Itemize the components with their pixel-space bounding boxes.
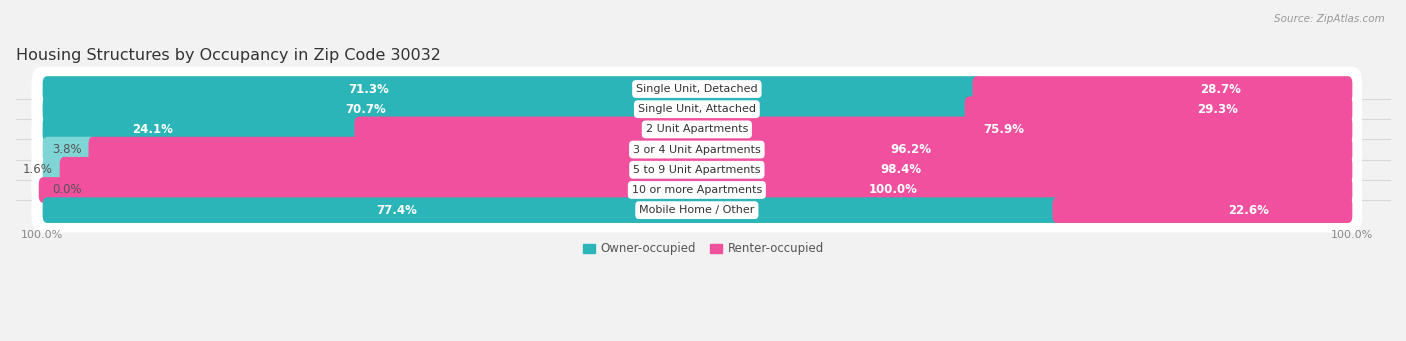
Text: 3 or 4 Unit Apartments: 3 or 4 Unit Apartments [633,145,761,154]
FancyBboxPatch shape [42,97,973,122]
Text: 71.3%: 71.3% [349,83,389,95]
FancyBboxPatch shape [31,188,1362,233]
FancyBboxPatch shape [31,147,1362,192]
FancyBboxPatch shape [31,66,1362,112]
Text: 1.6%: 1.6% [22,163,52,176]
Text: Mobile Home / Other: Mobile Home / Other [640,205,755,215]
FancyBboxPatch shape [42,117,363,142]
FancyBboxPatch shape [31,167,1362,212]
FancyBboxPatch shape [59,157,1353,182]
FancyBboxPatch shape [31,127,1362,172]
Text: 3.8%: 3.8% [52,143,82,156]
FancyBboxPatch shape [354,117,1353,142]
Text: 2 Unit Apartments: 2 Unit Apartments [645,124,748,134]
FancyBboxPatch shape [42,137,97,162]
FancyBboxPatch shape [39,177,1353,203]
Text: 5 to 9 Unit Apartments: 5 to 9 Unit Apartments [633,165,761,175]
Legend: Owner-occupied, Renter-occupied: Owner-occupied, Renter-occupied [578,238,828,260]
FancyBboxPatch shape [1053,197,1353,223]
Text: 77.4%: 77.4% [377,204,418,217]
Text: Housing Structures by Occupancy in Zip Code 30032: Housing Structures by Occupancy in Zip C… [15,48,440,63]
Text: Single Unit, Detached: Single Unit, Detached [636,84,758,94]
Text: 98.4%: 98.4% [880,163,921,176]
Text: 0.0%: 0.0% [52,183,82,196]
FancyBboxPatch shape [31,87,1362,132]
Text: 24.1%: 24.1% [132,123,173,136]
Text: 10 or more Apartments: 10 or more Apartments [631,185,762,195]
Text: 100.0%: 100.0% [869,183,918,196]
FancyBboxPatch shape [42,157,67,182]
Text: Single Unit, Attached: Single Unit, Attached [638,104,756,114]
FancyBboxPatch shape [965,97,1353,122]
FancyBboxPatch shape [973,76,1353,102]
FancyBboxPatch shape [42,76,980,102]
Text: 28.7%: 28.7% [1199,83,1240,95]
Text: 70.7%: 70.7% [346,103,387,116]
FancyBboxPatch shape [31,107,1362,152]
FancyBboxPatch shape [89,137,1353,162]
Text: 96.2%: 96.2% [890,143,931,156]
Text: Source: ZipAtlas.com: Source: ZipAtlas.com [1274,14,1385,24]
Text: 29.3%: 29.3% [1197,103,1237,116]
Text: 22.6%: 22.6% [1227,204,1268,217]
Text: 75.9%: 75.9% [983,123,1025,136]
FancyBboxPatch shape [42,197,1060,223]
